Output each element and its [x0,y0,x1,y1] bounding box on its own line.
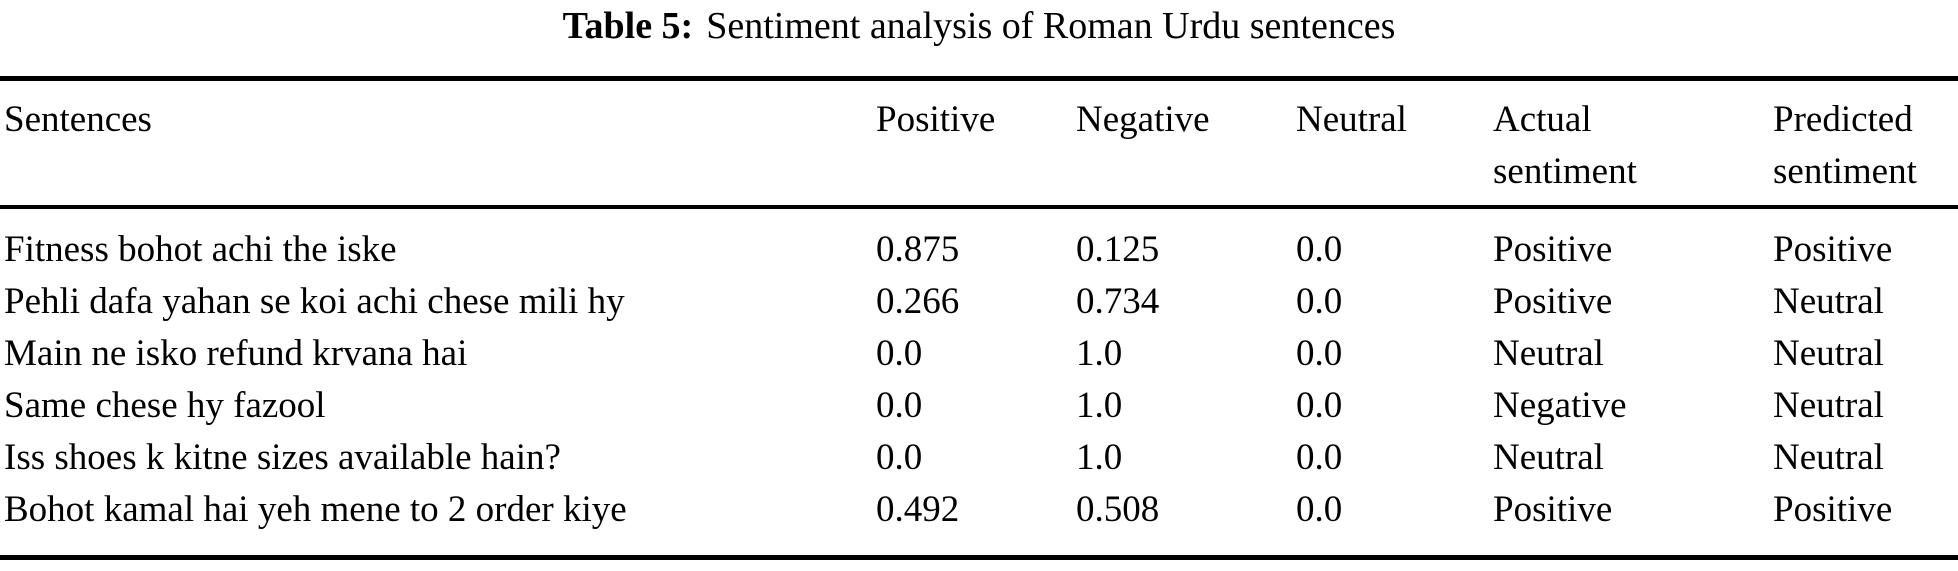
column-header-sentences: Sentences [0,78,876,209]
positive-score-cell: 0.492 [876,489,960,530]
neutral-score-cell: 0.0 [1296,489,1343,530]
actual-sentiment-cell: Positive [1493,489,1613,530]
sentence-cell: Fitness bohot achi the iske [4,229,397,270]
column-header-positive: Positive [876,78,1076,209]
table-row: Iss shoes k kitne sizes available hain? … [0,432,1958,484]
positive-score-cell: 0.0 [876,385,923,426]
predicted-sentiment-cell: Neutral [1773,281,1884,322]
actual-sentiment-cell: Negative [1493,385,1627,426]
column-header-neutral: Neutral [1296,78,1493,209]
sentence-cell: Pehli dafa yahan se koi achi chese mili … [4,281,625,322]
negative-score-cell: 0.125 [1076,229,1160,270]
neutral-score-cell: 0.0 [1296,437,1343,478]
negative-score-cell: 1.0 [1076,385,1123,426]
neutral-score-cell: 0.0 [1296,385,1343,426]
positive-score-cell: 0.0 [876,333,923,374]
table-row: Bohot kamal hai yeh mene to 2 order kiye… [0,484,1958,558]
negative-score-cell: 0.734 [1076,281,1160,322]
predicted-sentiment-cell: Positive [1773,229,1893,270]
table-caption-label: Table 5: [562,5,694,47]
sentence-cell: Main ne isko refund krvana hai [4,333,468,374]
table-caption: Table 5: Sentiment analysis of Roman Urdu… [0,4,1958,48]
negative-score-cell: 1.0 [1076,437,1123,478]
neutral-score-cell: 0.0 [1296,333,1343,374]
actual-sentiment-cell: Positive [1493,229,1613,270]
actual-sentiment-cell: Neutral [1493,333,1604,374]
sentiment-results-table: Sentences Positive Negative Neutral Actu… [0,76,1958,560]
table-row: Same chese hy fazool 0.0 1.0 0.0 Negativ… [0,380,1958,432]
predicted-sentiment-cell: Positive [1773,489,1893,530]
sentence-cell: Same chese hy fazool [4,385,326,426]
table-body: Fitness bohot achi the iske 0.875 0.125 … [0,207,1958,558]
actual-sentiment-cell: Neutral [1493,437,1604,478]
table-row: Fitness bohot achi the iske 0.875 0.125 … [0,207,1958,276]
positive-score-cell: 0.266 [876,281,960,322]
table-header: Sentences Positive Negative Neutral Actu… [0,78,1958,209]
table-caption-text: Sentiment analysis of Roman Urdu sentenc… [706,5,1396,47]
table-row: Main ne isko refund krvana hai 0.0 1.0 0… [0,328,1958,380]
neutral-score-cell: 0.0 [1296,229,1343,270]
column-header-predicted-sentiment: Predicted sentiment [1773,78,1958,209]
predicted-sentiment-cell: Neutral [1773,385,1884,426]
column-header-negative: Negative [1076,78,1296,209]
sentence-cell: Iss shoes k kitne sizes available hain? [4,437,561,478]
negative-score-cell: 1.0 [1076,333,1123,374]
predicted-sentiment-cell: Neutral [1773,437,1884,478]
column-header-actual-sentiment: Actual sentiment [1493,78,1773,209]
predicted-sentiment-cell: Neutral [1773,333,1884,374]
sentence-cell: Bohot kamal hai yeh mene to 2 order kiye [4,489,627,530]
positive-score-cell: 0.0 [876,437,923,478]
positive-score-cell: 0.875 [876,229,960,270]
table-row: Pehli dafa yahan se koi achi chese mili … [0,276,1958,328]
header-row: Sentences Positive Negative Neutral Actu… [0,78,1958,209]
negative-score-cell: 0.508 [1076,489,1160,530]
neutral-score-cell: 0.0 [1296,281,1343,322]
actual-sentiment-cell: Positive [1493,281,1613,322]
